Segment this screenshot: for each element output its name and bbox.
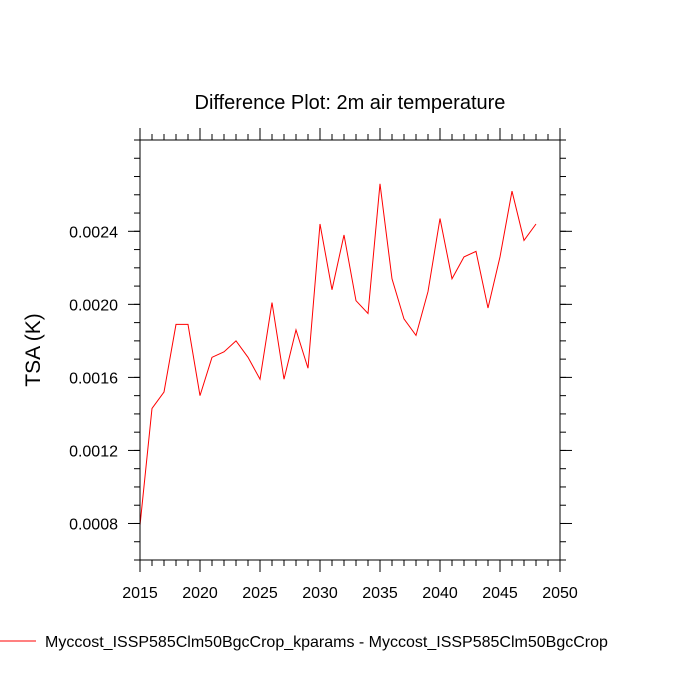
x-tick-label: 2035 [362,585,398,602]
plot-frame [139,139,561,561]
y-tick-label: 0.0012 [69,443,118,460]
y-tick-label: 0.0020 [69,297,118,314]
legend-label: Myccost_ISSP585Clm50BgcCrop_kparams - My… [45,634,608,651]
x-tick-label: 2025 [242,585,278,602]
y-tick-label: 0.0016 [69,370,118,387]
chart-title: Difference Plot: 2m air temperature [195,92,506,114]
y-tick-label: 0.0024 [69,224,118,241]
x-tick-label: 2030 [302,585,338,602]
x-tick-label: 2050 [542,585,578,602]
x-tick-label: 2020 [182,585,218,602]
axis-tick-labels: 2015 2020 2025 2030 2035 2040 2045 2050 0.0008 0.… [69,224,578,602]
y-tick-label: 0.0008 [69,516,118,533]
x-tick-label: 2045 [482,585,518,602]
y-axis-label: TSA (K) [22,313,45,387]
x-tick-label: 2015 [122,585,158,602]
series-layer [139,183,537,526]
x-tick-label: 2040 [422,585,458,602]
series-line [139,183,537,526]
legend: Myccost_ISSP585Clm50BgcCrop_kparams - My… [0,634,608,651]
axis-ticks [128,128,572,572]
